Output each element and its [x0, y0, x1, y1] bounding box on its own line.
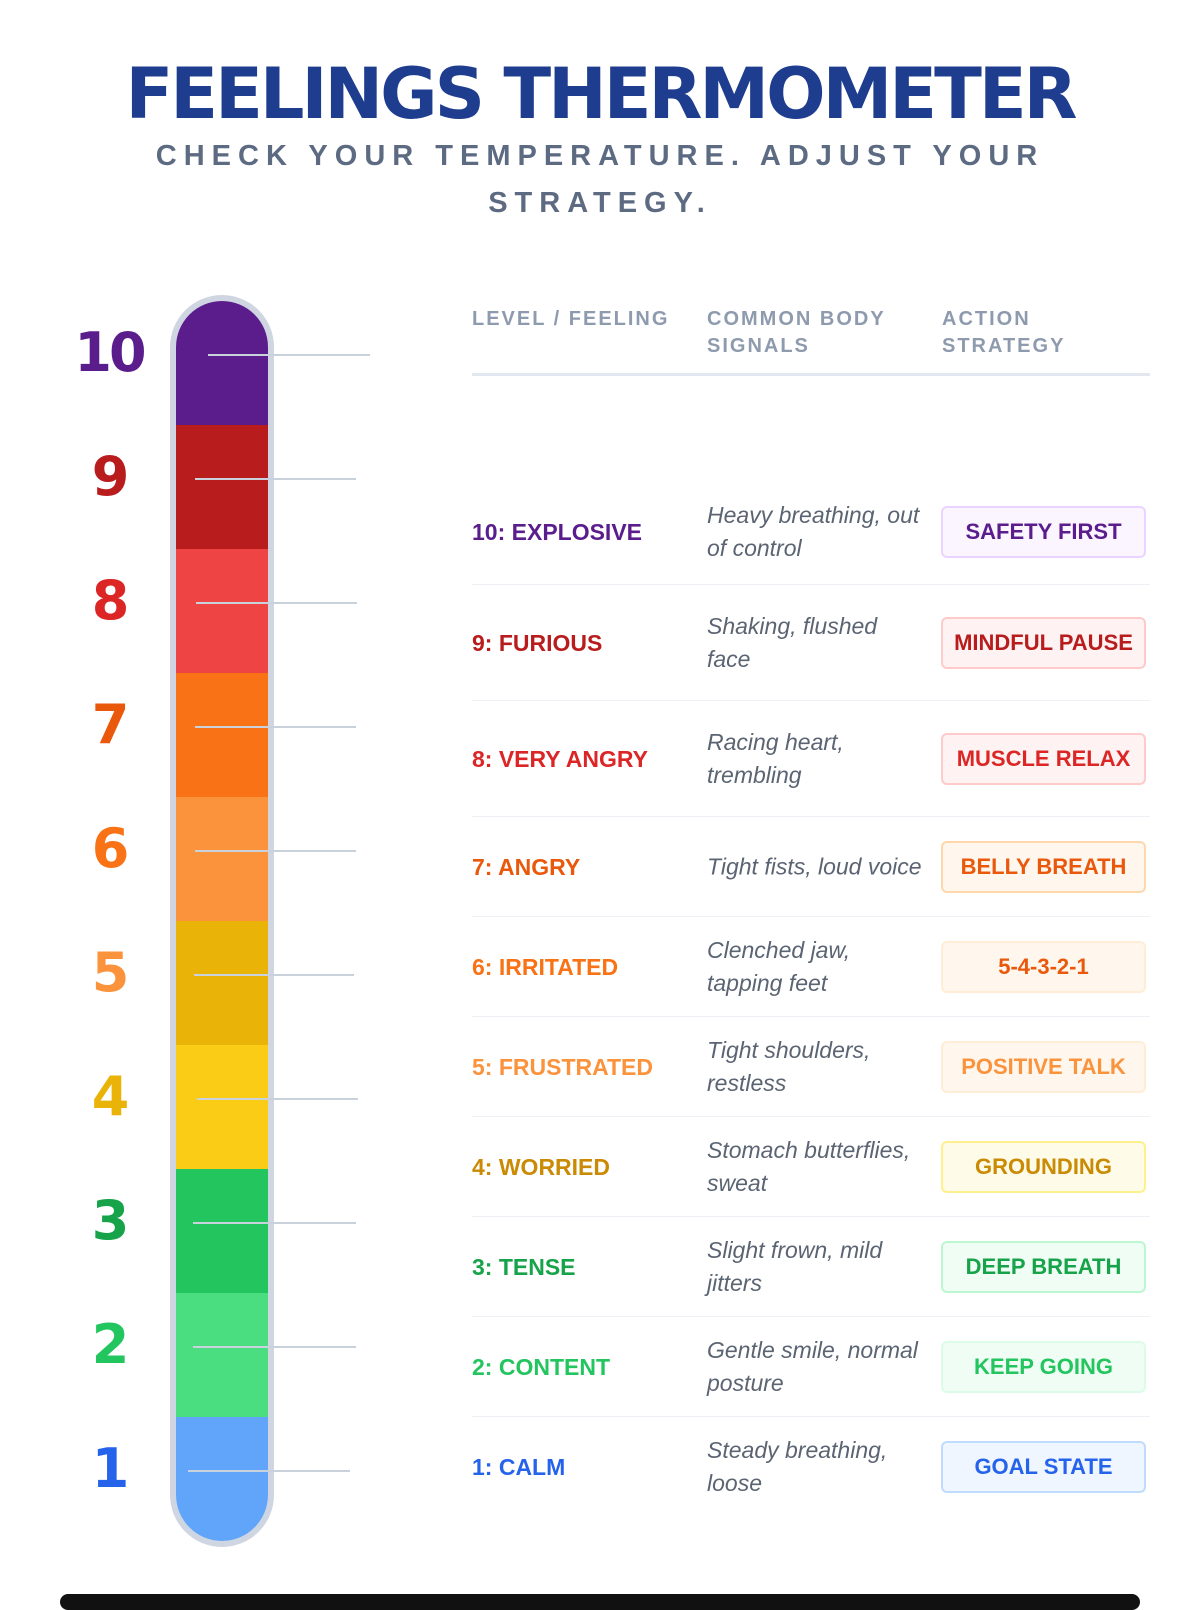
- thermometer-tick: [208, 354, 370, 356]
- table-row: 3: TENSE Slight frown, mild jitters DEEP B…: [472, 1217, 1150, 1317]
- row-body-signals: Stomach butterflies, sweat: [707, 1137, 911, 1196]
- row-level-label: 10: EXPLOSIVE: [472, 519, 643, 545]
- action-strategy-badge: GROUNDING: [941, 1141, 1146, 1193]
- thermometer-number: 4: [91, 1065, 130, 1128]
- table-row: 1: CALM Steady breathing, loose GOAL STATE: [472, 1417, 1150, 1517]
- row-level-label: 8: VERY ANGRY: [472, 746, 648, 772]
- thermometer-band-7: [176, 673, 268, 797]
- thermometer-band-10: [176, 301, 268, 425]
- thermometer-band-9: [176, 425, 268, 549]
- row-level-label: 5: FRUSTRATED: [472, 1054, 654, 1080]
- row-level-label: 4: WORRIED: [472, 1154, 610, 1180]
- row-level-label: 7: ANGRY: [472, 854, 581, 880]
- row-divider: [472, 1016, 1150, 1017]
- thermometer-number: 9: [91, 445, 130, 508]
- thermometer-tick: [195, 850, 356, 852]
- row-body-signals: Heavy breathing, out of control: [707, 502, 920, 561]
- table-row: 7: ANGRY Tight fists, loud voice BELLY BRE…: [472, 817, 1150, 917]
- thermometer-band-4: [176, 1045, 268, 1169]
- table-row: 8: VERY ANGRY Racing heart, trembling MUSC…: [472, 701, 1150, 817]
- thermometer-number: 2: [91, 1313, 130, 1376]
- bottom-bar: [60, 1594, 1140, 1610]
- action-strategy-badge: DEEP BREATH: [941, 1241, 1146, 1293]
- column-header-action: ACTION STRATEGY: [942, 308, 1066, 357]
- header-divider: [472, 373, 1150, 376]
- row-body-signals: Steady breathing, loose: [707, 1437, 888, 1496]
- row-body-signals: Gentle smile, normal posture: [707, 1337, 918, 1396]
- column-header-level: LEVEL / FEELING: [472, 308, 670, 330]
- row-level-label: 2: CONTENT: [472, 1354, 610, 1380]
- row-divider: [472, 1316, 1150, 1317]
- thermometer-number: 6: [91, 817, 130, 880]
- row-divider: [472, 1216, 1150, 1217]
- thermometer-number: 7: [91, 693, 130, 756]
- action-strategy-badge: BELLY BREATH: [941, 841, 1146, 893]
- action-strategy-badge: KEEP GOING: [941, 1341, 1146, 1393]
- action-strategy-badge: 5-4-3-2-1: [941, 941, 1146, 993]
- thermometer-number: 1: [91, 1437, 130, 1500]
- thermometer-band-6: [176, 797, 268, 921]
- thermometer-tick: [194, 974, 354, 976]
- page-title: FEELINGS THERMOMETER: [125, 53, 1077, 135]
- thermometer-tick: [196, 602, 357, 604]
- thermometer-tube: [176, 301, 268, 1541]
- row-divider: [472, 1416, 1150, 1417]
- thermometer-number: 8: [91, 569, 130, 632]
- thermometer-tick: [195, 726, 356, 728]
- thermometer-band-5: [176, 921, 268, 1045]
- thermometer-band-3: [176, 1169, 268, 1293]
- table-row: 10: EXPLOSIVE Heavy breathing, out of con…: [472, 479, 1150, 585]
- row-body-signals: Shaking, flushed face: [707, 613, 878, 672]
- row-level-label: 6: IRRITATED: [472, 954, 619, 980]
- thermometer-number: 5: [91, 941, 130, 1004]
- thermometer-band-8: [176, 549, 268, 673]
- thermometer-tick: [195, 478, 356, 480]
- table-row: 6: IRRITATED Clenched jaw, tapping feet 5-…: [472, 917, 1150, 1017]
- row-body-signals: Clenched jaw, tapping feet: [707, 937, 851, 996]
- thermometer-tick: [193, 1222, 356, 1224]
- row-divider: [472, 816, 1150, 817]
- row-level-label: 9: FURIOUS: [472, 630, 603, 656]
- row-body-signals: Racing heart, trembling: [707, 729, 844, 788]
- thermometer-tick: [188, 1470, 350, 1472]
- row-body-signals: Tight fists, loud voice: [707, 853, 922, 880]
- row-divider: [472, 584, 1150, 585]
- row-body-signals: Slight frown, mild jitters: [707, 1237, 883, 1296]
- table-row: 4: WORRIED Stomach butterflies, sweat GROU…: [472, 1117, 1150, 1217]
- thermometer-tick: [193, 1346, 356, 1348]
- thermometer-band-2: [176, 1293, 268, 1417]
- action-strategy-badge: POSITIVE TALK: [941, 1041, 1146, 1093]
- row-divider: [472, 1116, 1150, 1117]
- table-row: 2: CONTENT Gentle smile, normal posture KE…: [472, 1317, 1150, 1417]
- row-level-label: 3: TENSE: [472, 1254, 576, 1280]
- action-strategy-badge: GOAL STATE: [941, 1441, 1146, 1493]
- column-header-signals: COMMON BODY SIGNALS: [707, 308, 886, 357]
- row-divider: [472, 916, 1150, 917]
- thermometer-number: 3: [91, 1189, 130, 1252]
- thermometer-tick: [197, 1098, 358, 1100]
- table-row: 9: FURIOUS Shaking, flushed face MINDFUL P…: [472, 585, 1150, 701]
- thermometer-number: 10: [74, 321, 146, 384]
- page-subtitle: CHECK YOUR TEMPERATURE. ADJUST YOUR STRA…: [155, 140, 1045, 219]
- action-strategy-badge: SAFETY FIRST: [941, 506, 1146, 558]
- row-body-signals: Tight shoulders, restless: [707, 1037, 871, 1096]
- row-level-label: 1: CALM: [472, 1454, 566, 1480]
- thermometer-band-1: [176, 1417, 268, 1541]
- action-strategy-badge: MUSCLE RELAX: [941, 733, 1146, 785]
- action-strategy-badge: MINDFUL PAUSE: [941, 617, 1146, 669]
- table-row: 5: FRUSTRATED Tight shoulders, restless PO…: [472, 1017, 1150, 1117]
- row-divider: [472, 700, 1150, 701]
